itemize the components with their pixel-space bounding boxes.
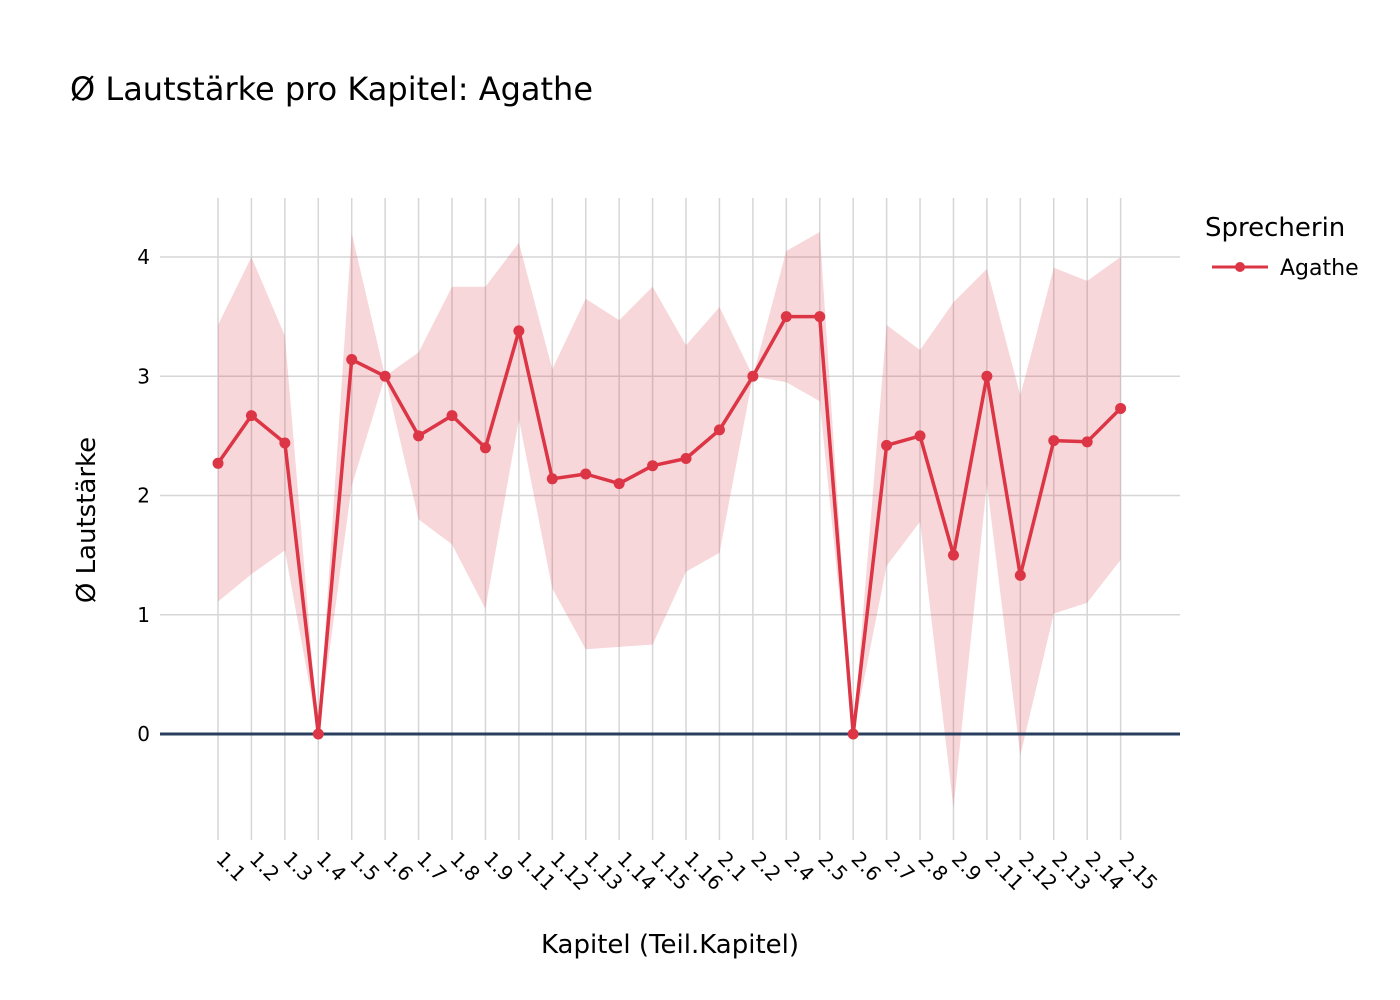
data-point[interactable] <box>413 430 425 442</box>
x-tick-label: 1.2 <box>245 847 284 886</box>
legend-marker-swatch <box>1235 262 1245 272</box>
data-point[interactable] <box>513 325 525 337</box>
y-tick-labels: 0 1 2 3 4 <box>137 245 150 746</box>
data-point[interactable] <box>346 354 358 366</box>
data-point[interactable] <box>881 439 893 451</box>
data-point[interactable] <box>580 468 592 480</box>
x-tick-label: 2.8 <box>913 847 952 886</box>
data-point[interactable] <box>1115 402 1127 414</box>
x-tick-label: 2.15 <box>1114 847 1162 895</box>
data-point[interactable] <box>212 457 224 469</box>
legend-entry-agathe: Agathe <box>1280 256 1359 281</box>
x-axis-title: Kapitel (Teil.Kapitel) <box>541 930 799 960</box>
x-tick-label: 2.7 <box>880 847 919 886</box>
x-tick-label: 1.1 <box>211 847 250 886</box>
data-point[interactable] <box>446 410 458 422</box>
data-point[interactable] <box>847 728 859 740</box>
data-point[interactable] <box>713 424 725 436</box>
x-tick-label: 1.5 <box>345 847 384 886</box>
data-point[interactable] <box>613 478 625 490</box>
x-tick-label: 2.6 <box>847 847 886 886</box>
data-point[interactable] <box>1048 435 1060 447</box>
series-layer <box>212 311 1127 740</box>
confidence-band-layer <box>218 232 1121 808</box>
data-point[interactable] <box>1081 436 1093 448</box>
data-point[interactable] <box>279 437 291 449</box>
confidence-band <box>218 232 1121 808</box>
data-point[interactable] <box>479 442 491 454</box>
x-tick-label: 2.5 <box>813 847 852 886</box>
x-tick-label: 1.7 <box>412 847 451 886</box>
x-tick-label: 1.3 <box>278 847 317 886</box>
x-tick-label: 1.8 <box>445 847 484 886</box>
y-tick-label: 4 <box>137 245 150 269</box>
y-tick-label: 1 <box>137 603 150 627</box>
data-point[interactable] <box>647 460 659 472</box>
y-tick-label: 0 <box>137 722 150 746</box>
legend[interactable]: Sprecherin Agathe <box>1205 213 1359 281</box>
data-point[interactable] <box>914 430 926 442</box>
data-point[interactable] <box>747 370 759 382</box>
data-point[interactable] <box>312 728 324 740</box>
data-point[interactable] <box>379 370 391 382</box>
data-point[interactable] <box>245 410 257 422</box>
legend-title: Sprecherin <box>1205 213 1345 243</box>
data-point[interactable] <box>680 453 692 465</box>
data-point[interactable] <box>1014 569 1026 581</box>
series-line-agathe <box>216 314 1122 736</box>
y-tick-label: 3 <box>137 364 150 388</box>
x-tick-label: 2.2 <box>746 847 785 886</box>
data-point[interactable] <box>814 311 826 323</box>
y-axis-title: Ø Lautstärke <box>72 437 102 603</box>
x-tick-label: 1.4 <box>312 847 351 886</box>
data-point[interactable] <box>780 311 792 323</box>
x-tick-label: 1.6 <box>379 847 418 886</box>
data-point[interactable] <box>981 370 993 382</box>
x-tick-label: 2.4 <box>780 847 819 886</box>
y-tick-label: 2 <box>137 484 150 508</box>
x-tick-labels: 1.11.21.31.41.51.61.71.81.91.111.121.131… <box>211 847 1162 895</box>
data-point[interactable] <box>546 473 558 485</box>
chart-title: Ø Lautstärke pro Kapitel: Agathe <box>70 70 593 108</box>
data-point[interactable] <box>947 549 959 561</box>
x-tick-label: 1.9 <box>479 847 518 886</box>
x-tick-label: 2.9 <box>947 847 986 886</box>
